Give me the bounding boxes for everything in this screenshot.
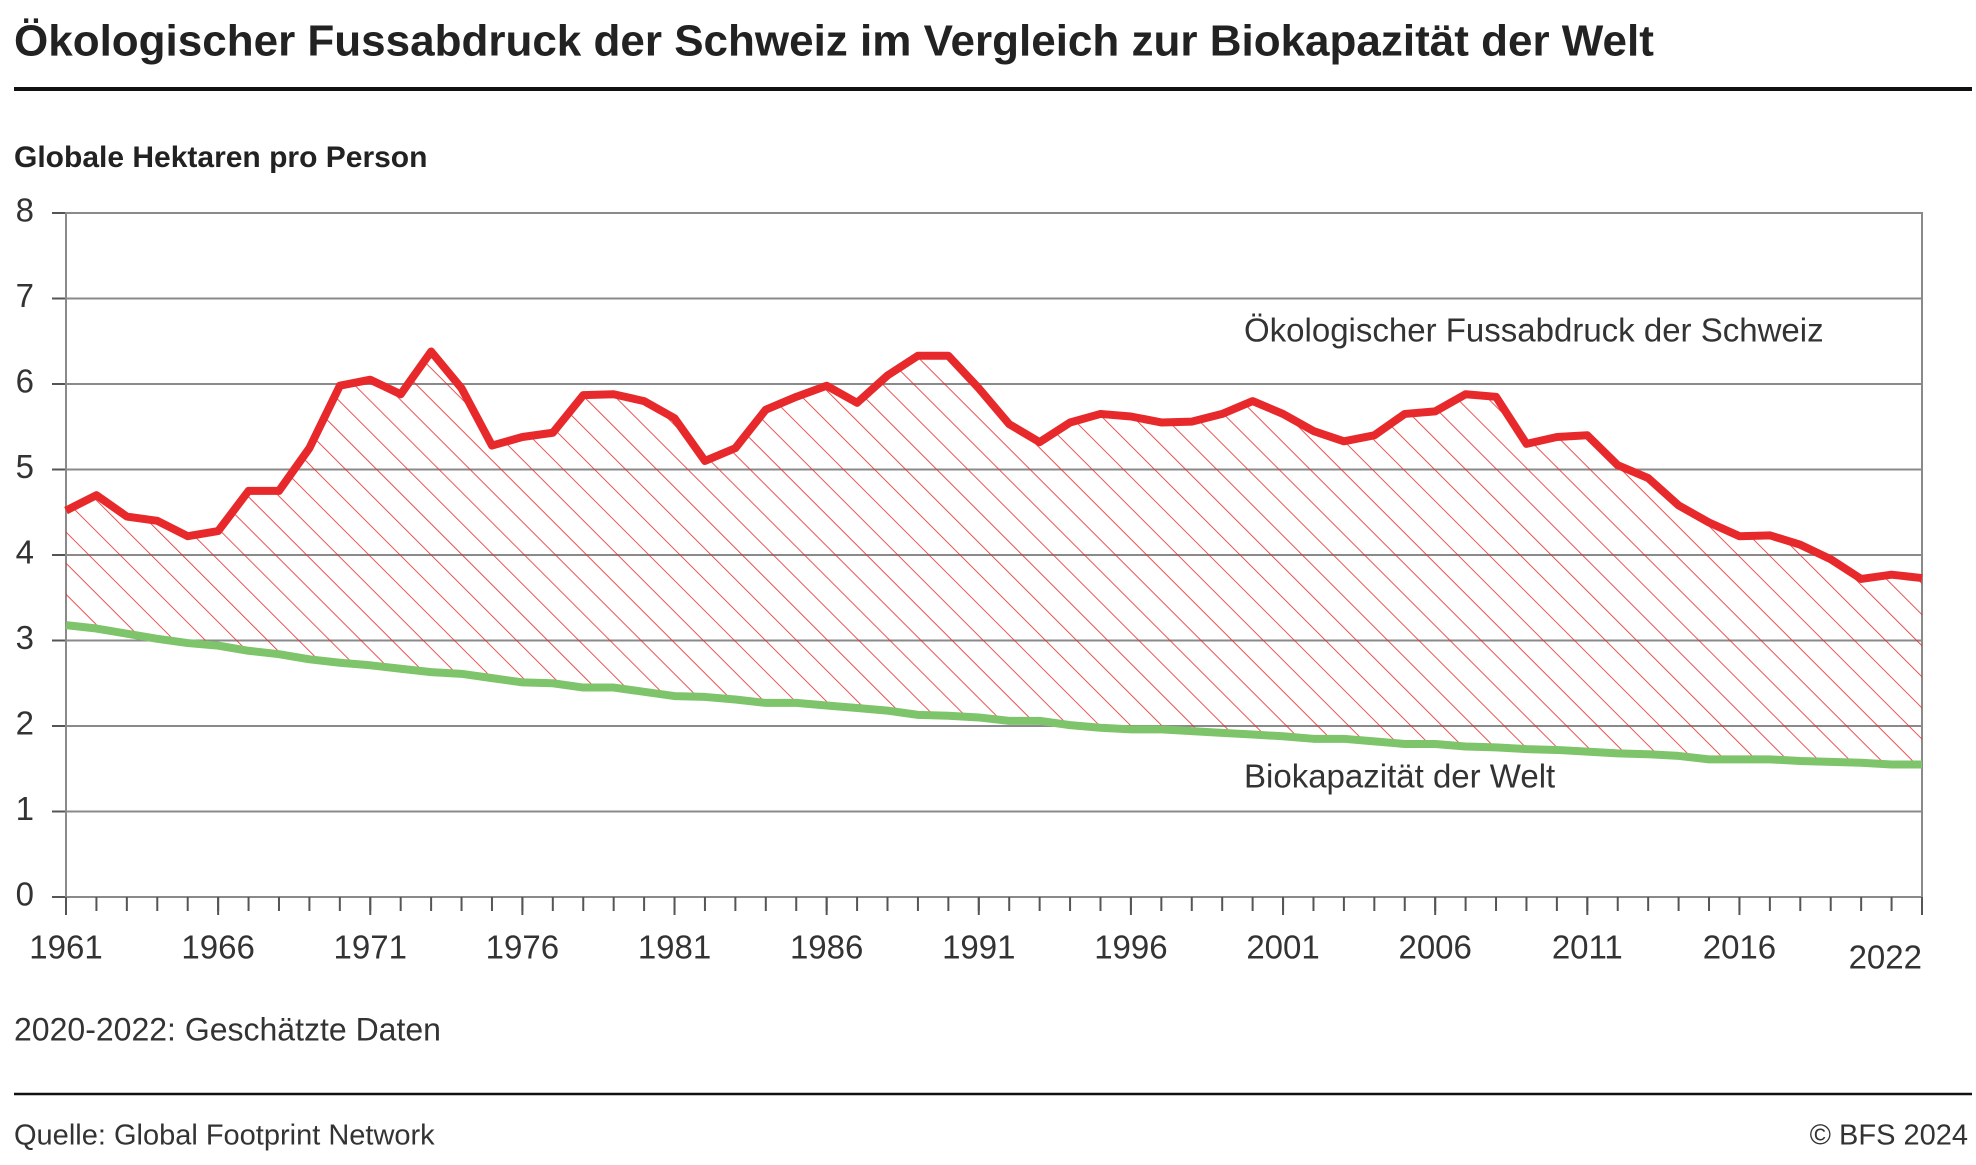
series-line	[65, 621, 1922, 769]
y-tick-label: 4	[16, 534, 34, 571]
y-tick-label: 6	[16, 363, 34, 400]
series-line	[64, 347, 1923, 583]
y-tick-label: 2	[16, 705, 34, 742]
x-tick-label: 1981	[638, 929, 711, 966]
x-tick-label: 2016	[1703, 929, 1776, 966]
x-tick-label: 1991	[942, 929, 1015, 966]
copyright: © BFS 2024	[1810, 1120, 1968, 1152]
chart-title: Ökologischer Fussabdruck der Schweiz im …	[14, 17, 1654, 66]
source: Quelle: Global Footprint Network	[14, 1120, 435, 1152]
hatched-area	[66, 351, 1922, 765]
x-tick-label: 1966	[181, 929, 254, 966]
y-tick-label: 3	[16, 619, 34, 656]
y-tick-label: 1	[16, 790, 34, 827]
x-tick-label: 2011	[1552, 929, 1623, 966]
x-tick-label: 1961	[29, 929, 102, 966]
y-tick-label: 8	[16, 192, 34, 229]
x-tick-label: 2001	[1246, 929, 1319, 966]
x-tick-label: 1996	[1094, 929, 1167, 966]
x-tick-label: 1971	[334, 929, 407, 966]
y-tick-label: 0	[16, 876, 34, 913]
x-tick-label: 1986	[790, 929, 863, 966]
series-label: Ökologischer Fussabdruck der Schweiz	[1244, 312, 1824, 349]
x-tick-label: 1976	[486, 929, 559, 966]
x-tick-label: 2006	[1398, 929, 1471, 966]
y-tick-label: 7	[16, 277, 34, 314]
y-tick-label: 5	[16, 448, 34, 485]
y-axis-label: Globale Hektaren pro Person	[14, 141, 427, 174]
series-label: Biokapazität der Welt	[1244, 758, 1555, 795]
x-tick-label: 2022	[1849, 939, 1922, 976]
note: 2020-2022: Geschätzte Daten	[14, 1011, 441, 1047]
